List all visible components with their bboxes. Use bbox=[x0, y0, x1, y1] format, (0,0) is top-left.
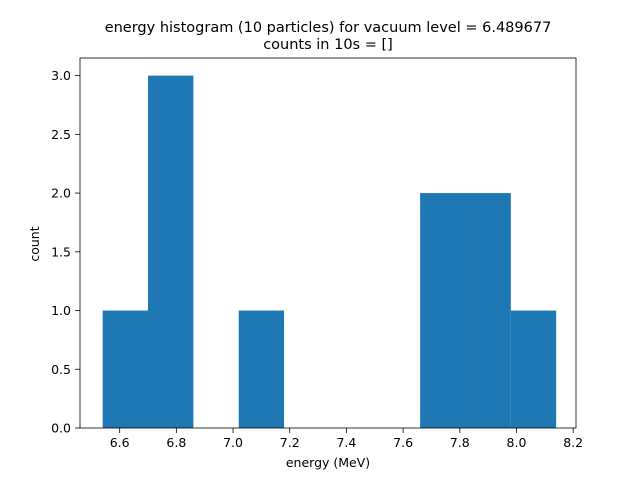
y-tick-label: 0.0 bbox=[51, 421, 71, 436]
y-tick-label: 1.0 bbox=[51, 303, 71, 318]
histogram-bar-1 bbox=[148, 75, 194, 428]
y-tick-label: 0.5 bbox=[51, 362, 71, 377]
histogram-bar-9 bbox=[510, 310, 557, 428]
bars-layer bbox=[102, 75, 557, 428]
y-tick-label: 2.5 bbox=[51, 127, 71, 142]
x-tick-label: 7.6 bbox=[393, 435, 413, 450]
y-axis-label: count bbox=[27, 226, 42, 261]
x-tick-label: 7.0 bbox=[223, 435, 243, 450]
chart-title: energy histogram (10 particles) for vacu… bbox=[105, 20, 552, 36]
x-tick-label: 8.0 bbox=[507, 435, 527, 450]
y-tick-label: 3.0 bbox=[51, 68, 71, 83]
histogram-bar-8 bbox=[465, 193, 511, 428]
y-tick-label: 2.0 bbox=[51, 186, 71, 201]
chart-subtitle: counts in 10s = [] bbox=[263, 37, 393, 53]
histogram-bar-3 bbox=[238, 310, 285, 428]
x-tick-label: 7.2 bbox=[280, 435, 300, 450]
plot-area-frame bbox=[79, 57, 577, 429]
histogram-bar-0 bbox=[102, 310, 149, 428]
x-tick-label: 7.4 bbox=[336, 435, 356, 450]
histogram-bar-7 bbox=[420, 193, 466, 428]
x-tick-label: 8.2 bbox=[563, 435, 583, 450]
x-tick-label: 6.8 bbox=[166, 435, 186, 450]
x-axis-label: energy (MeV) bbox=[286, 455, 370, 470]
x-tick-label: 6.6 bbox=[110, 435, 130, 450]
x-axis-ticks: 6.6 6.8 7.0 7.2 7.4 7.6 7.8 8.0 8.2 bbox=[110, 428, 583, 450]
y-tick-label: 1.5 bbox=[51, 244, 71, 259]
x-tick-label: 7.8 bbox=[450, 435, 470, 450]
y-axis-ticks: 0.0 0.5 1.0 1.5 2.0 2.5 3.0 bbox=[51, 68, 80, 436]
